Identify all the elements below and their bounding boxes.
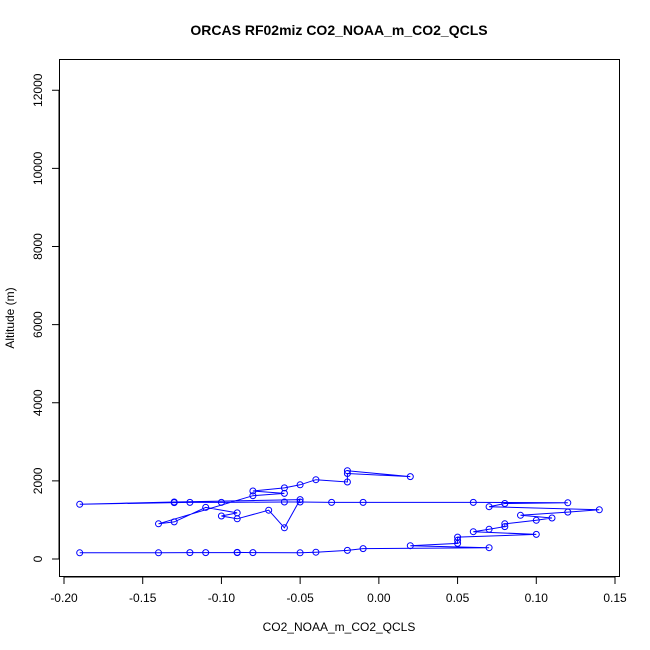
y-tick-label: 6000 [31,311,45,338]
data-point [202,549,210,557]
data-point [517,511,524,519]
data-point [280,498,288,506]
data-point [564,499,572,507]
data-point [501,500,509,507]
data-point [343,470,351,477]
data-point [296,549,304,557]
x-tick-label: -0.15 [129,591,157,605]
data-point [265,506,273,514]
data-point [170,518,178,526]
data-point [469,528,477,536]
data-point [280,484,288,492]
data-point [343,467,351,475]
y-axis: 0 2000 4000 6000 8000 10000 12000 [31,73,60,562]
data-point [595,506,603,514]
data-point [155,520,162,528]
data-point [233,509,241,517]
data-point [296,496,304,504]
data-point [469,498,477,506]
data-point [328,498,336,506]
data-point [343,546,351,554]
series-layer [76,467,603,557]
data-point [359,498,367,506]
data-point [170,498,178,506]
data-point [485,503,493,511]
data-point [296,481,304,489]
data-point [249,492,257,500]
data-point [359,545,367,553]
y-tick-label: 0 [31,555,45,562]
y-tick-label: 10000 [31,151,45,185]
x-tick-label: -0.10 [208,591,236,605]
data-point [202,503,210,511]
data-point [76,549,84,557]
plot-frame [59,59,620,577]
data-point [217,512,225,520]
data-point [249,487,257,495]
data-point [454,533,462,541]
data-point [296,498,304,506]
data-point [233,548,241,556]
data-point [454,536,462,544]
data-point [501,520,509,528]
data-point [532,516,540,524]
data-point [532,530,540,538]
data-point [485,544,493,552]
data-point [548,514,556,522]
x-axis: -0.20 -0.15 -0.10 -0.05 0.00 0.05 0.10 0.15 [50,576,627,605]
data-point [312,548,320,556]
data-point [186,498,194,506]
data-point [343,478,351,486]
y-tick-label: 8000 [31,233,45,260]
data-point [217,498,225,506]
data-point [406,473,414,481]
x-tick-label: 0.15 [603,591,627,605]
data-point [76,500,84,508]
x-tick-label: -0.20 [50,591,78,605]
data-point [406,542,414,550]
y-axis-label: Altitude (m) [3,287,17,348]
y-tick-label: 2000 [31,467,45,494]
data-point [186,549,194,557]
y-tick-label: 12000 [31,73,45,107]
data-point [564,508,572,516]
x-tick-label: 0.00 [367,591,391,605]
x-tick-label: -0.05 [286,591,314,605]
chart-title: ORCAS RF02miz CO2_NOAA_m_CO2_QCLS [190,22,487,38]
data-point [485,525,493,533]
x-tick-label: 0.10 [525,591,549,605]
data-point [155,549,162,557]
data-point [501,523,509,531]
x-tick-label: 0.05 [446,591,470,605]
x-axis-label: CO2_NOAA_m_CO2_QCLS [263,620,416,634]
y-tick-label: 4000 [31,389,45,416]
data-point [280,524,288,532]
data-point [312,476,320,484]
data-point [249,549,257,557]
series-line [79,470,600,554]
